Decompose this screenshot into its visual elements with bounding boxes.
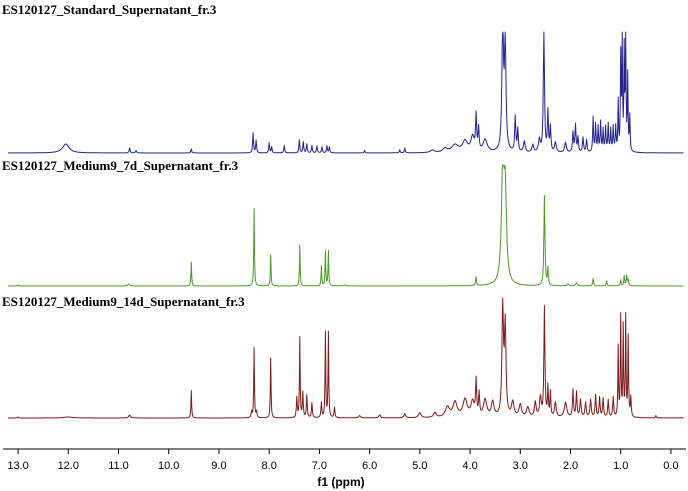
x-axis-label: f1 (ppm) <box>317 475 364 489</box>
spectrum-title-medium9-7d: ES120127_Medium9_7d_Supernatant_fr.3 <box>2 158 239 173</box>
spectrum-title-medium9-14d: ES120127_Medium9_14d_Supernatant_fr.3 <box>2 294 245 309</box>
spectra-layer <box>8 31 684 419</box>
spectrum-line-1 <box>8 164 684 287</box>
x-tick-label: 5.0 <box>412 460 427 472</box>
x-tick-label: 10.0 <box>158 460 179 472</box>
x-axis-ticks: 13.0 12.0 11.0 10.0 9.0 8.0 7.0 6.0 5.0 4.0 3.0 2.0… <box>7 449 679 472</box>
x-tick-label: 3.0 <box>513 460 528 472</box>
x-tick-label: 6.0 <box>362 460 377 472</box>
x-tick-label: 12.0 <box>58 460 79 472</box>
x-tick-label: 1.0 <box>613 460 628 472</box>
titles-layer: ES120127_Standard_Supernatant_fr.3 ES120… <box>2 2 245 309</box>
x-tick-label: 13.0 <box>7 460 28 472</box>
x-tick-label: 4.0 <box>462 460 477 472</box>
spectrum-line-2 <box>8 297 684 419</box>
x-tick-label: 9.0 <box>211 460 226 472</box>
spectrum-line-0 <box>8 31 684 154</box>
x-tick-label: 7.0 <box>312 460 327 472</box>
spectrum-title-standard: ES120127_Standard_Supernatant_fr.3 <box>2 2 217 17</box>
x-tick-label: 8.0 <box>262 460 277 472</box>
x-tick-label: 11.0 <box>108 460 129 472</box>
x-tick-label: 0.0 <box>663 460 678 472</box>
x-tick-label: 2.0 <box>563 460 578 472</box>
